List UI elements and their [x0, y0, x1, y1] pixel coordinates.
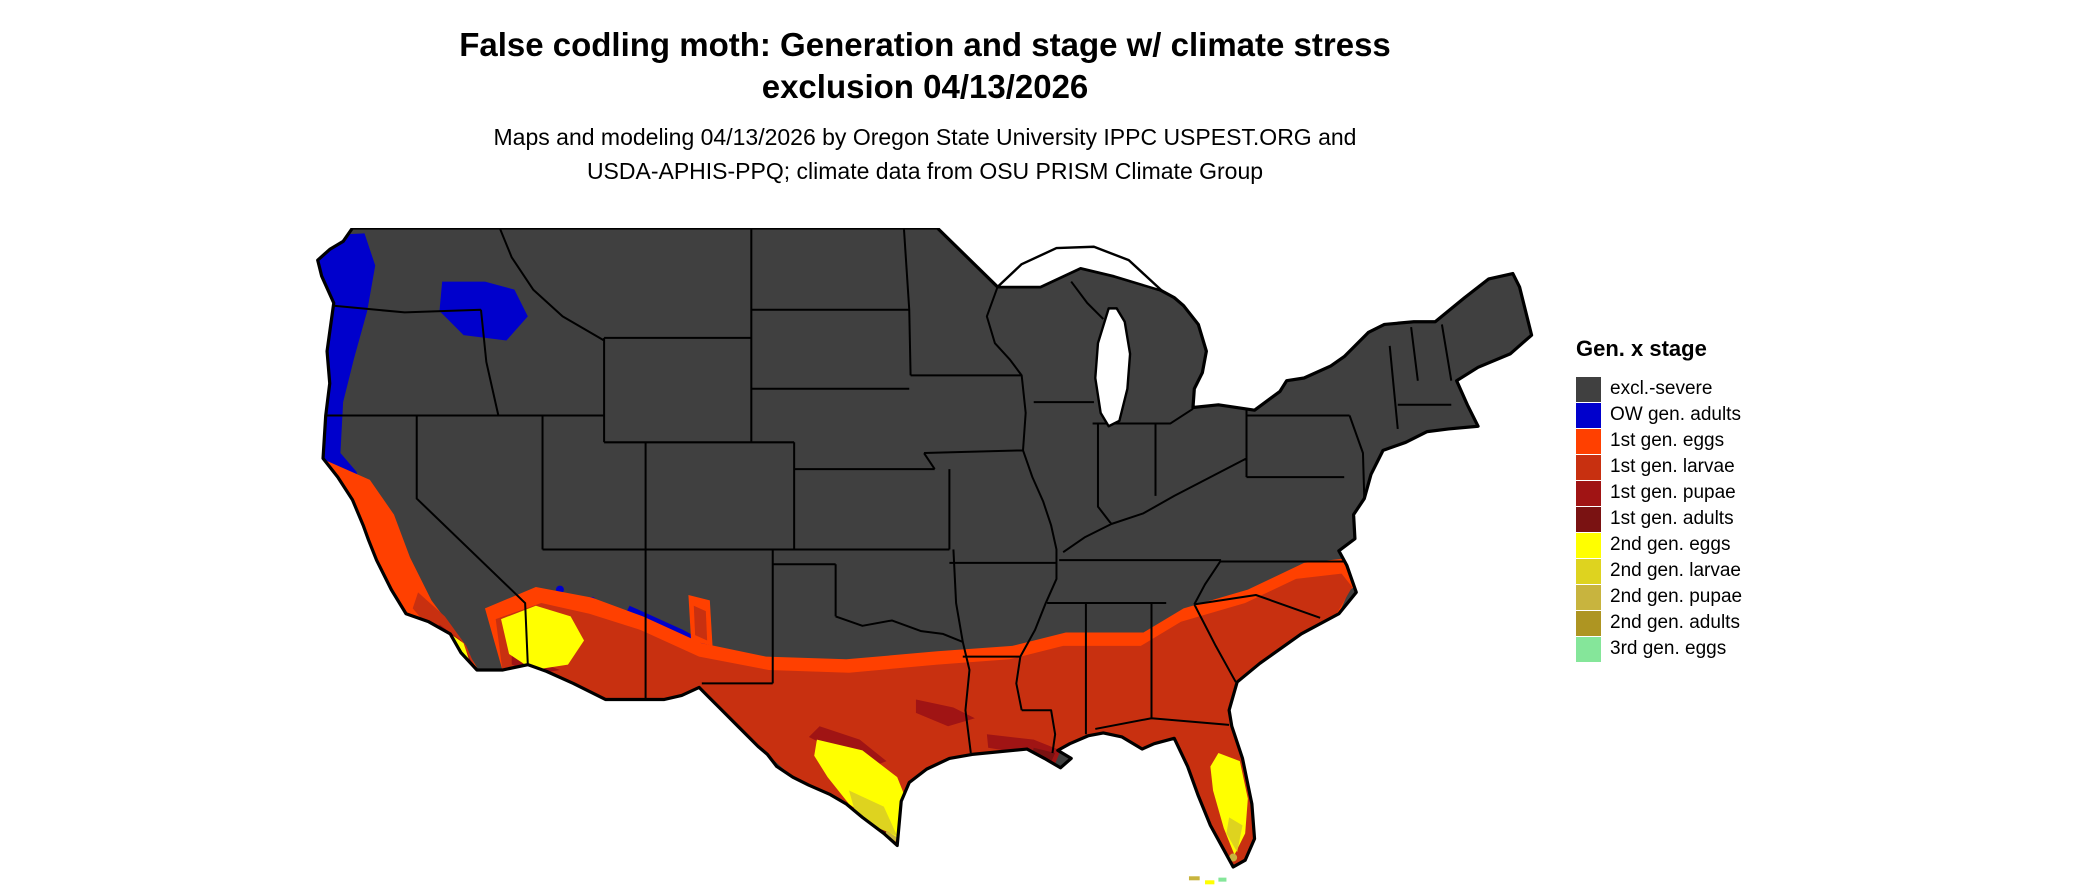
subtitle-line-2: USDA-APHIS-PPQ; climate data from OSU PR…: [586, 158, 1264, 184]
legend-swatch-2nd-gen-larvae: [1576, 558, 1601, 584]
title-block: False codling moth: Generation and stage…: [0, 24, 1850, 108]
legend-label-excl-severe: excl.-severe: [1610, 378, 1713, 399]
legend-label-1st-gen-eggs: 1st gen. eggs: [1610, 430, 1725, 451]
legend-swatch-excl-severe: [1576, 376, 1601, 402]
state-borders: [324, 228, 1453, 754]
legend-label-2nd-gen-pupae: 2nd gen. pupae: [1610, 586, 1743, 607]
title-line-1: False codling moth: Generation and stage…: [459, 26, 1391, 63]
legend-swatch-1st-gen-larvae: [1576, 454, 1601, 480]
legend-item-2nd-gen-adults: 2nd gen. adults: [1576, 610, 1836, 636]
subtitle: Maps and modeling 04/13/2026 by Oregon S…: [0, 120, 1850, 188]
legend-label-3rd-gen-eggs: 3rd gen. eggs: [1610, 638, 1727, 659]
us-map: [311, 228, 1553, 887]
title-line-2: exclusion 04/13/2026: [761, 68, 1089, 105]
legend-item-1st-gen-eggs: 1st gen. eggs: [1576, 428, 1836, 454]
legend-swatch-2nd-gen-pupae: [1576, 584, 1601, 610]
legend: Gen. x stage excl.-severe OW gen. adults…: [1576, 336, 1836, 662]
legend-label-2nd-gen-adults: 2nd gen. adults: [1610, 612, 1740, 633]
legend-item-ow-gen-adults: OW gen. adults: [1576, 402, 1836, 428]
us-map-svg: [316, 228, 1534, 885]
legend-swatch-ow-gen-adults: [1576, 402, 1601, 428]
legend-label-1st-gen-adults: 1st gen. adults: [1610, 508, 1734, 529]
region-2nd-gen-larvae: [849, 790, 1243, 853]
legend-swatch-1st-gen-adults: [1576, 506, 1601, 532]
subtitle-line-1: Maps and modeling 04/13/2026 by Oregon S…: [493, 124, 1357, 150]
legend-item-3rd-gen-eggs: 3rd gen. eggs: [1576, 636, 1836, 662]
lake-michigan: [1094, 307, 1132, 428]
lake-superior: [996, 245, 1164, 293]
legend-swatch-1st-gen-pupae: [1576, 480, 1601, 506]
legend-item-2nd-gen-larvae: 2nd gen. larvae: [1576, 558, 1836, 584]
legend-label-1st-gen-larvae: 1st gen. larvae: [1610, 456, 1735, 477]
great-lakes: [996, 245, 1164, 428]
legend-label-1st-gen-pupae: 1st gen. pupae: [1610, 482, 1736, 503]
legend-item-2nd-gen-pupae: 2nd gen. pupae: [1576, 584, 1836, 610]
legend-swatch-2nd-gen-adults: [1576, 610, 1601, 636]
florida-keys-marks: [1188, 876, 1227, 885]
legend-item-1st-gen-larvae: 1st gen. larvae: [1576, 454, 1836, 480]
legend-item-excl-severe: excl.-severe: [1576, 376, 1836, 402]
legend-label-2nd-gen-eggs: 2nd gen. eggs: [1610, 534, 1731, 555]
legend-item-2nd-gen-eggs: 2nd gen. eggs: [1576, 532, 1836, 558]
legend-swatch-1st-gen-eggs: [1576, 428, 1601, 454]
us-outline: [316, 228, 1534, 869]
legend-title: Gen. x stage: [1576, 336, 1707, 361]
legend-item-1st-gen-pupae: 1st gen. pupae: [1576, 480, 1836, 506]
legend-item-1st-gen-adults: 1st gen. adults: [1576, 506, 1836, 532]
legend-swatch-2nd-gen-eggs: [1576, 532, 1601, 558]
region-2nd-gen-pupae: [883, 830, 1238, 862]
legend-swatch-3rd-gen-eggs: [1576, 636, 1601, 662]
page-title: False codling moth: Generation and stage…: [0, 24, 1850, 108]
legend-label-2nd-gen-larvae: 2nd gen. larvae: [1610, 560, 1741, 581]
legend-label-ow-gen-adults: OW gen. adults: [1610, 404, 1741, 425]
